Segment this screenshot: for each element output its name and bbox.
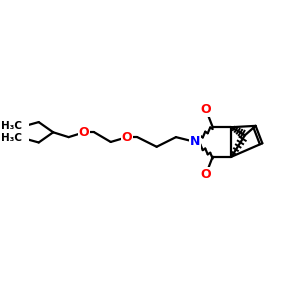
Text: O: O xyxy=(201,103,211,116)
Text: H₃C: H₃C xyxy=(1,134,22,143)
Text: O: O xyxy=(122,130,132,144)
Text: N: N xyxy=(190,136,200,148)
Text: H₃C: H₃C xyxy=(1,121,22,131)
Text: O: O xyxy=(79,126,89,139)
Text: O: O xyxy=(201,168,211,181)
